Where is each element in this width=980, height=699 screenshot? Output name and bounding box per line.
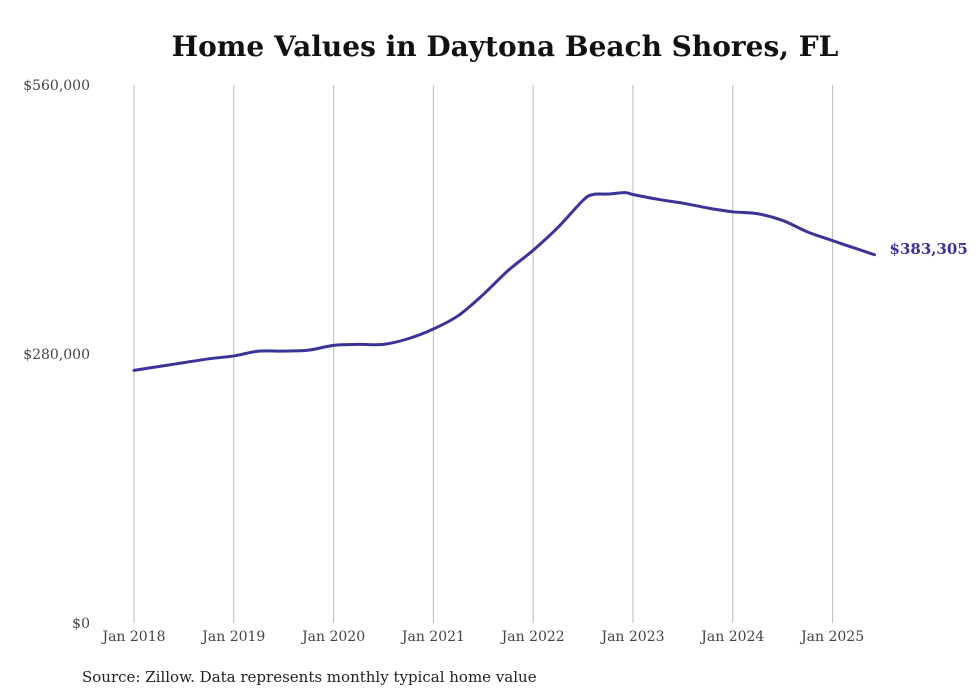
x-tick-label: Jan 2023 <box>599 629 664 645</box>
end-value-label: $383,305 <box>890 240 968 258</box>
chart-title: Home Values in Daytona Beach Shores, FL <box>171 30 839 63</box>
y-tick-label: $0 <box>72 616 90 632</box>
y-tick-label: $560,000 <box>23 78 90 94</box>
x-tick-label: Jan 2021 <box>400 629 465 645</box>
series-line <box>132 191 877 372</box>
x-tick-label: Jan 2019 <box>200 629 265 645</box>
y-tick-label: $280,000 <box>23 347 90 363</box>
x-tick-label: Jan 2018 <box>100 629 165 645</box>
x-tick-label: Jan 2020 <box>300 629 365 645</box>
source-note: Source: Zillow. Data represents monthly … <box>82 668 537 686</box>
x-tick-label: Jan 2025 <box>799 629 864 645</box>
x-tick-label: Jan 2022 <box>500 629 565 645</box>
x-tick-label: Jan 2024 <box>699 629 764 645</box>
